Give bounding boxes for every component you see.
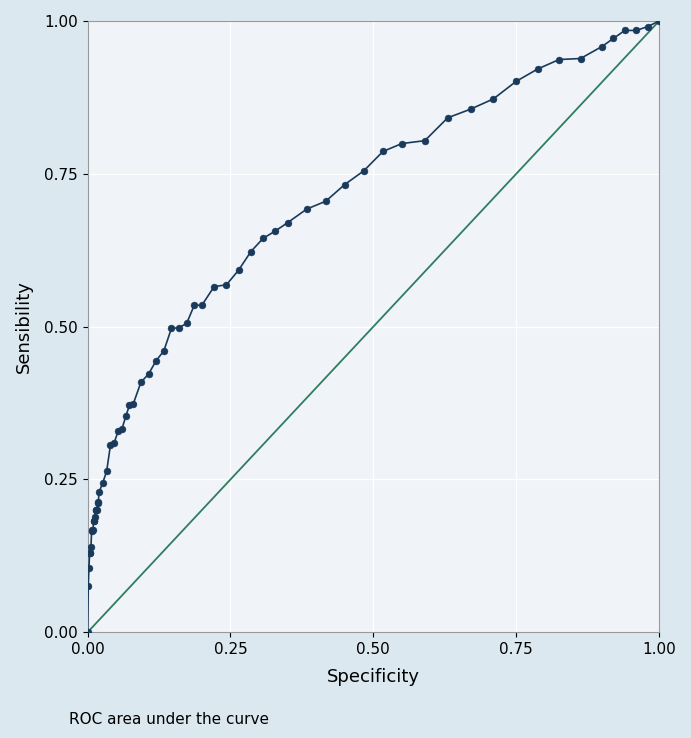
X-axis label: Specificity: Specificity	[327, 668, 420, 686]
Text: ROC area under the curve: ROC area under the curve	[69, 712, 269, 727]
Y-axis label: Sensibility: Sensibility	[15, 280, 33, 373]
